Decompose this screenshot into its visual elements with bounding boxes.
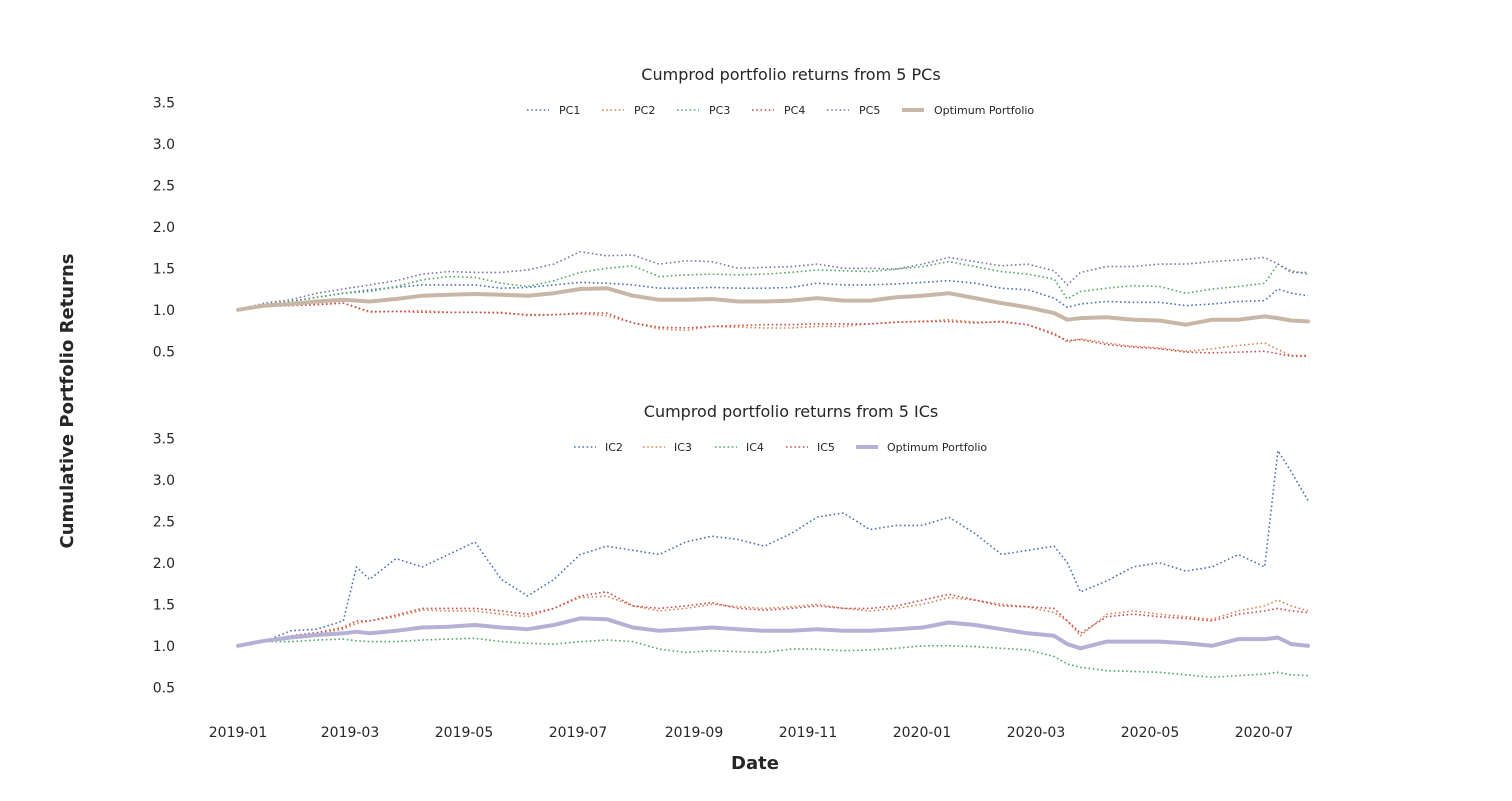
y-tick-label: 2.0 [153, 556, 175, 572]
y-tick-label: 1.5 [153, 597, 175, 613]
y-tick-label: 1.5 [153, 261, 175, 277]
legend-label-ic5: IC5 [817, 441, 835, 454]
y-tick-label: 2.0 [153, 220, 175, 236]
x-axis-label: Date [731, 753, 779, 774]
legend-label-ic4: IC4 [746, 441, 764, 454]
y-tick-label: 3.0 [153, 473, 175, 489]
series-line-pc4 [237, 302, 1308, 358]
x-tick-label: 2020-03 [1007, 725, 1066, 741]
y-tick-label: 3.5 [153, 95, 175, 111]
legend-label-pc4: PC4 [784, 104, 805, 117]
legend-label-ic3: IC3 [674, 441, 692, 454]
x-tick-label: 2020-05 [1121, 725, 1180, 741]
series-line-ic5 [237, 590, 1309, 647]
chart-title: Cumprod portfolio returns from 5 ICs [644, 402, 938, 421]
x-tick-label: 2020-01 [893, 725, 952, 741]
y-axis-label: Cumulative Portfolio Returns [57, 254, 78, 549]
y-tick-label: 3.5 [153, 431, 175, 447]
pc-returns-chart: Cumprod portfolio returns from 5 PCs 0.5 1… [153, 65, 1310, 360]
chart-title: Cumprod portfolio returns from 5 PCs [641, 65, 940, 84]
y-tick-label: 3.0 [153, 137, 175, 153]
series-line-pc1 [237, 279, 1309, 311]
series-line-pc2 [237, 302, 1308, 357]
x-tick-label: 2020-07 [1235, 725, 1294, 741]
series-line-optimum-portfolio [236, 286, 1310, 327]
legend-label-pc1: PC1 [559, 104, 580, 117]
y-tick-label: 0.5 [153, 680, 175, 696]
series-line-pc5 [237, 250, 1308, 311]
x-tick-label: 2019-09 [665, 725, 724, 741]
legend-label-optimum-portfolio: Optimum Portfolio [934, 104, 1034, 117]
y-tick-label: 0.5 [153, 344, 175, 360]
legend-label-pc3: PC3 [709, 104, 730, 117]
y-tick-label: 1.0 [153, 303, 175, 319]
legend-label-pc5: PC5 [859, 104, 880, 117]
legend-label-ic2: IC2 [605, 441, 623, 454]
x-tick-label: 2019-03 [321, 725, 380, 741]
ic-returns-chart: Cumprod portfolio returns from 5 ICs 0.5 1… [153, 402, 1310, 741]
y-tick-label: 2.5 [153, 178, 175, 194]
x-tick-label: 2019-05 [435, 725, 494, 741]
x-tick-label: 2019-11 [779, 725, 838, 741]
series-line-ic4 [237, 637, 1309, 679]
legend-label-optimum-portfolio: Optimum Portfolio [887, 441, 987, 454]
legend-label-pc2: PC2 [634, 104, 655, 117]
y-tick-label: 1.0 [153, 639, 175, 655]
y-tick-label: 2.5 [153, 514, 175, 530]
series-line-optimum-portfolio [236, 616, 1310, 651]
x-tick-label: 2019-07 [549, 725, 608, 741]
x-tick-label: 2019-01 [209, 725, 268, 741]
series-line-ic2 [237, 449, 1309, 647]
series-line-ic3 [237, 595, 1309, 647]
